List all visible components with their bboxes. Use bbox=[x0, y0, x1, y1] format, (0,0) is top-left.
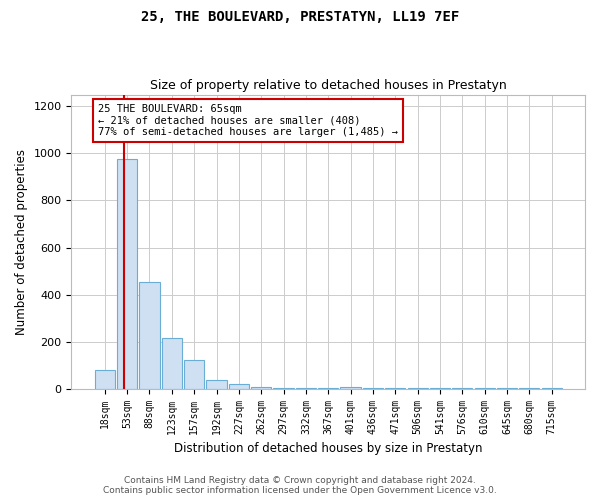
Bar bbox=[229, 384, 249, 388]
Text: Contains HM Land Registry data © Crown copyright and database right 2024.
Contai: Contains HM Land Registry data © Crown c… bbox=[103, 476, 497, 495]
Bar bbox=[95, 370, 115, 388]
Bar bbox=[340, 387, 361, 388]
Bar bbox=[162, 338, 182, 388]
Text: 25 THE BOULEVARD: 65sqm
← 21% of detached houses are smaller (408)
77% of semi-d: 25 THE BOULEVARD: 65sqm ← 21% of detache… bbox=[98, 104, 398, 137]
Bar bbox=[184, 360, 204, 388]
Bar bbox=[117, 160, 137, 388]
Bar bbox=[251, 387, 271, 388]
Y-axis label: Number of detached properties: Number of detached properties bbox=[15, 148, 28, 334]
Title: Size of property relative to detached houses in Prestatyn: Size of property relative to detached ho… bbox=[150, 79, 506, 92]
Bar bbox=[206, 380, 227, 388]
Text: 25, THE BOULEVARD, PRESTATYN, LL19 7EF: 25, THE BOULEVARD, PRESTATYN, LL19 7EF bbox=[141, 10, 459, 24]
X-axis label: Distribution of detached houses by size in Prestatyn: Distribution of detached houses by size … bbox=[174, 442, 482, 455]
Bar bbox=[139, 282, 160, 389]
